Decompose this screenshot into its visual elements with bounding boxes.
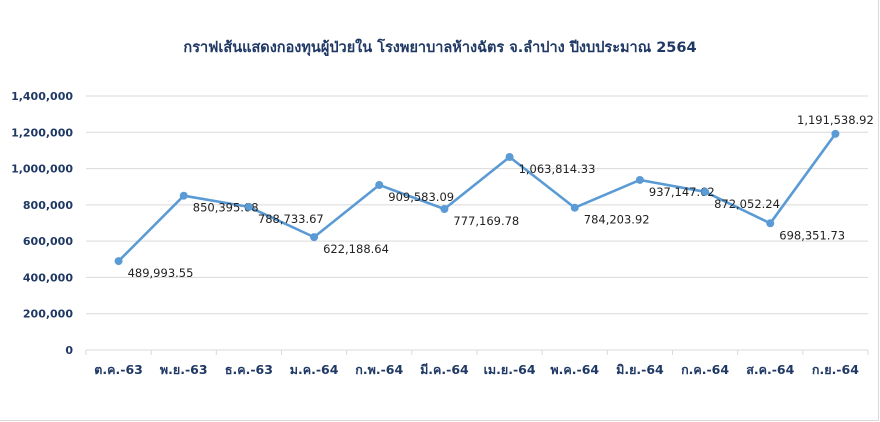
y-tick-label: 1,400,000 (11, 90, 73, 103)
x-tick-label: ก.ย.-64 (812, 362, 859, 377)
x-tick-label: เม.ย.-64 (484, 362, 536, 377)
x-tick-label: มี.ค.-64 (420, 362, 469, 377)
y-tick-label: 1,200,000 (11, 126, 73, 139)
x-tick-label: มิ.ย.-64 (616, 362, 664, 377)
data-label: 788,733.67 (258, 212, 324, 226)
data-point (310, 233, 319, 242)
data-label: 1,191,538.92 (797, 113, 874, 127)
data-label: 1,063,814.33 (519, 162, 596, 176)
data-point (570, 203, 579, 212)
data-point (375, 180, 384, 189)
data-point (701, 187, 710, 196)
data-point (766, 219, 775, 228)
data-label: 909,583.09 (388, 190, 454, 204)
y-tick-label: 400,000 (23, 271, 73, 284)
x-tick-label: ส.ค.-64 (746, 362, 794, 377)
data-point (505, 152, 514, 161)
x-tick-label: ก.ค.-64 (681, 362, 729, 377)
data-label: 622,188.64 (323, 242, 389, 256)
data-point (831, 129, 840, 138)
data-point (179, 191, 188, 200)
data-label: 489,993.55 (128, 266, 194, 280)
x-tick-label: ธ.ค.-63 (225, 362, 273, 377)
data-point (244, 202, 253, 211)
y-tick-label: 800,000 (23, 199, 73, 212)
x-tick-label: ก.พ.-64 (355, 362, 403, 377)
data-point (114, 257, 123, 266)
y-tick-label: 600,000 (23, 235, 73, 248)
data-label: 698,351.73 (779, 228, 845, 242)
y-tick-label: 1,000,000 (11, 163, 73, 176)
data-point (635, 175, 644, 184)
y-tick-label: 0 (65, 344, 73, 357)
data-label: 784,203.92 (584, 213, 650, 227)
data-label: 850,395.08 (193, 201, 259, 215)
data-label: 937,147.62 (649, 185, 715, 199)
x-tick-label: ม.ค.-64 (290, 362, 339, 377)
chart-title: กราฟเส้นแสดงกองทุนผู้ป่วยใน โรงพยาบาลห้า… (183, 40, 697, 56)
x-tick-label: พ.ย.-63 (160, 362, 208, 377)
x-tick-label: พ.ค.-64 (550, 362, 599, 377)
data-label: 777,169.78 (453, 214, 519, 228)
y-tick-label: 200,000 (23, 308, 73, 321)
x-tick-label: ต.ค.-63 (94, 362, 143, 377)
data-point (440, 204, 449, 213)
series-line (117, 133, 837, 263)
data-label: 872,052.24 (714, 197, 780, 211)
